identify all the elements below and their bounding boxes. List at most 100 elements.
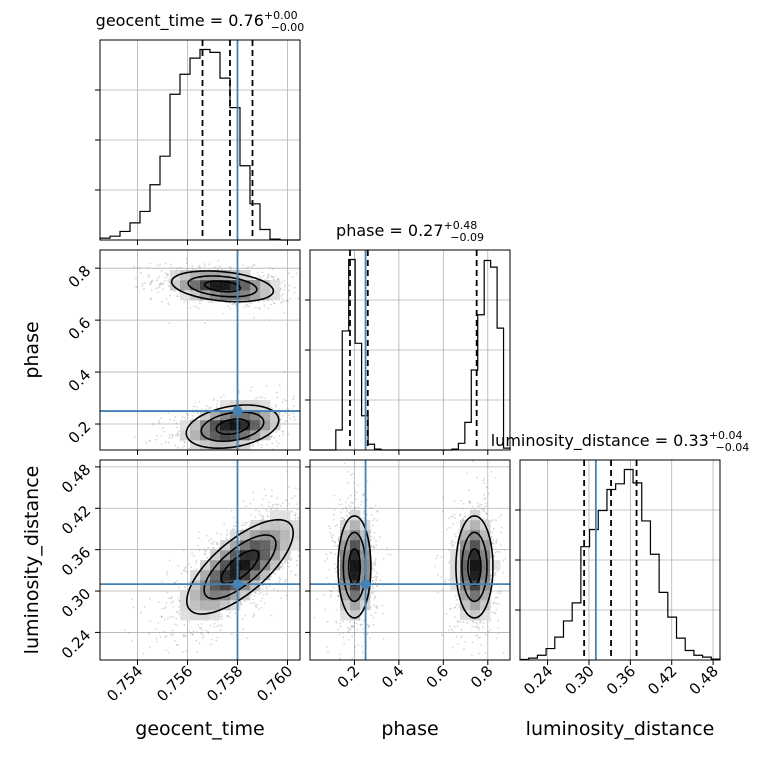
- sample-point: [313, 530, 315, 532]
- sample-point: [495, 596, 498, 599]
- sample-point: [367, 626, 370, 628]
- sample-point: [293, 286, 296, 289]
- sample-point: [337, 594, 340, 597]
- sample-point: [483, 494, 485, 496]
- sample-point: [461, 507, 464, 510]
- density-pixel: [260, 550, 271, 561]
- sample-point: [168, 436, 171, 439]
- contour-line: [187, 275, 258, 298]
- sample-point: [329, 527, 331, 530]
- sample-point: [292, 412, 295, 415]
- sample-point: [271, 276, 273, 279]
- sample-point: [233, 455, 235, 457]
- sample-point: [177, 643, 179, 646]
- sample-point: [273, 275, 276, 278]
- sample-point: [366, 480, 369, 483]
- sample-point: [466, 622, 469, 624]
- sample-point: [375, 540, 377, 542]
- density-pixel: [190, 440, 201, 450]
- sample-point: [342, 636, 345, 639]
- sample-point: [181, 416, 184, 418]
- sample-point: [249, 444, 252, 447]
- sample-point: [371, 576, 373, 579]
- sample-point: [174, 623, 177, 626]
- sample-point: [301, 559, 303, 561]
- sample-point: [150, 281, 153, 283]
- sample-point: [348, 492, 350, 494]
- sample-point: [371, 593, 374, 596]
- sample-point: [495, 541, 498, 544]
- sample-point: [164, 441, 167, 443]
- sample-point: [449, 607, 451, 610]
- sample-point: [478, 621, 481, 624]
- sample-point: [276, 589, 279, 592]
- sample-point: [177, 295, 180, 298]
- sample-point: [198, 266, 201, 269]
- sample-point: [136, 285, 139, 288]
- sample-point: [175, 617, 178, 620]
- histogram-bars: [310, 258, 511, 451]
- sample-point: [280, 566, 283, 568]
- density-pixel: [250, 540, 261, 551]
- sample-point: [337, 545, 339, 548]
- density-pixel: [240, 530, 251, 541]
- sample-point: [330, 552, 333, 555]
- sample-point: [254, 591, 257, 594]
- density-pixel: [270, 560, 281, 571]
- sample-point: [162, 288, 165, 290]
- sample-point: [204, 322, 206, 324]
- sample-point: [304, 564, 306, 566]
- sample-point: [493, 579, 496, 582]
- sample-point: [484, 505, 486, 508]
- sample-point: [161, 607, 163, 610]
- sample-point: [490, 537, 493, 540]
- density-pixel: [250, 280, 261, 291]
- sample-point: [202, 637, 205, 639]
- sample-point: [480, 644, 483, 646]
- sample-point: [459, 620, 461, 623]
- sample-point: [379, 579, 382, 581]
- sample-point: [182, 549, 185, 551]
- density-pixel: [180, 430, 191, 441]
- sample-point: [368, 624, 370, 627]
- sample-point: [373, 537, 376, 540]
- sample-point: [387, 553, 390, 556]
- sample-point: [332, 525, 334, 527]
- sample-point: [333, 494, 336, 497]
- sample-point: [223, 523, 226, 526]
- density-pixel: [190, 420, 201, 431]
- sample-point: [185, 649, 188, 652]
- sample-point: [167, 302, 170, 305]
- sample-point: [303, 418, 305, 420]
- sample-point: [448, 549, 451, 551]
- sample-point: [261, 271, 264, 274]
- sample-point: [370, 538, 372, 541]
- sample-point: [191, 633, 194, 636]
- sample-point: [353, 622, 356, 624]
- sample-point: [361, 623, 364, 626]
- density-pixel: [220, 590, 231, 601]
- sample-point: [494, 668, 496, 670]
- sample-point: [342, 517, 344, 520]
- sample-point: [215, 639, 218, 642]
- sample-point: [188, 447, 191, 450]
- sample-point: [325, 296, 327, 298]
- sample-point: [492, 539, 495, 541]
- sample-point: [228, 301, 231, 304]
- density-pixel: [260, 420, 271, 431]
- sample-point: [372, 616, 375, 619]
- sample-point: [280, 294, 283, 297]
- density-pixel: [180, 280, 191, 291]
- sample-point: [158, 286, 161, 288]
- sample-point: [306, 292, 308, 294]
- sample-point: [353, 650, 356, 653]
- sample-point: [347, 504, 350, 507]
- sample-point: [229, 268, 232, 270]
- sample-point: [195, 468, 197, 470]
- sample-point: [348, 620, 351, 623]
- sample-point: [252, 455, 254, 457]
- sample-point: [460, 499, 462, 502]
- sample-point: [376, 584, 379, 587]
- sample-point: [195, 631, 198, 633]
- sample-point: [170, 601, 173, 604]
